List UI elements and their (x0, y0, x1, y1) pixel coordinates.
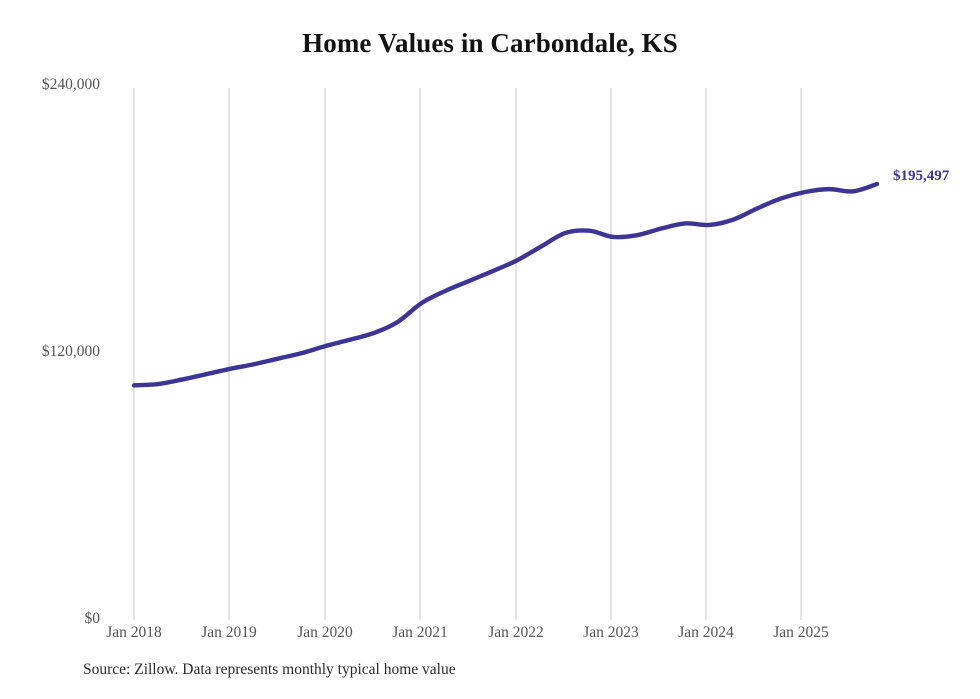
x-axis-tick-jan-2023: Jan 2023 (583, 624, 639, 641)
y-axis-tick-120000: $120,000 (41, 343, 100, 360)
x-axis-tick-jan-2020: Jan 2020 (297, 624, 353, 641)
x-axis-tick-jan-2018: Jan 2018 (106, 624, 162, 641)
x-axis-tick-jan-2025: Jan 2025 (773, 624, 829, 641)
end-value-label: $195,497 (893, 168, 950, 184)
source-note: Source: Zillow. Data represents monthly … (83, 661, 456, 678)
gridlines (133, 88, 802, 620)
x-axis-tick-jan-2021: Jan 2021 (392, 624, 448, 641)
y-axis-tick-0: $0 (84, 610, 101, 627)
y-axis-tick-240000: $240,000 (41, 76, 100, 93)
data-series-line (131, 181, 880, 388)
chart-title: Home Values in Carbondale, KS (302, 28, 678, 58)
x-axis-tick-jan-2019: Jan 2019 (201, 624, 257, 641)
x-axis-tick-jan-2024: Jan 2024 (678, 624, 734, 641)
x-axis-tick-jan-2022: Jan 2022 (488, 624, 544, 641)
